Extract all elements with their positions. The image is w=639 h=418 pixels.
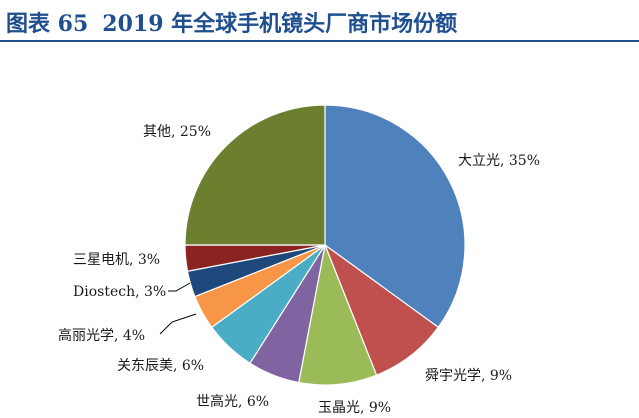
- slice-label-7: Diostech, 3%: [73, 284, 166, 300]
- leader-line-6: [159, 313, 197, 335]
- slice-label-5: 关东辰美, 6%: [117, 358, 204, 374]
- slice-labels: 大立光, 35% 舜宇光学, 9% 玉晶光, 9% 世高光, 6% 关东辰美, 6% 高丽…: [58, 124, 540, 416]
- slice-label-1: 大立光, 35%: [458, 153, 540, 169]
- slice-label-8: 三星电机, 3%: [73, 252, 160, 268]
- figure-header: 图表 65 2019 年全球手机镜头厂商市场份额: [0, 0, 639, 42]
- pie-slice-1: [324, 104, 466, 329]
- slice-label-4: 世高光, 6%: [196, 393, 269, 410]
- header-rule: [0, 40, 639, 42]
- figure-title: 图表 65 2019 年全球手机镜头厂商市场份额: [6, 6, 471, 38]
- figure-number: 图表 65: [6, 11, 89, 37]
- pie-slice-2: [323, 243, 440, 376]
- figure-title-text: 2019 年全球手机镜头厂商市场份额: [102, 11, 458, 37]
- pie-slice-3: [298, 242, 378, 386]
- slice-label-6: 高丽光学, 4%: [58, 327, 145, 344]
- leader-lines: [159, 282, 197, 335]
- pie-slice-9: [184, 104, 326, 246]
- slice-label-9: 其他, 25%: [143, 124, 211, 140]
- slice-label-3: 玉晶光, 9%: [318, 400, 391, 416]
- slice-label-2: 舜宇光学, 9%: [425, 368, 512, 384]
- leader-line-7: [168, 282, 191, 292]
- pie-slices: [184, 104, 466, 386]
